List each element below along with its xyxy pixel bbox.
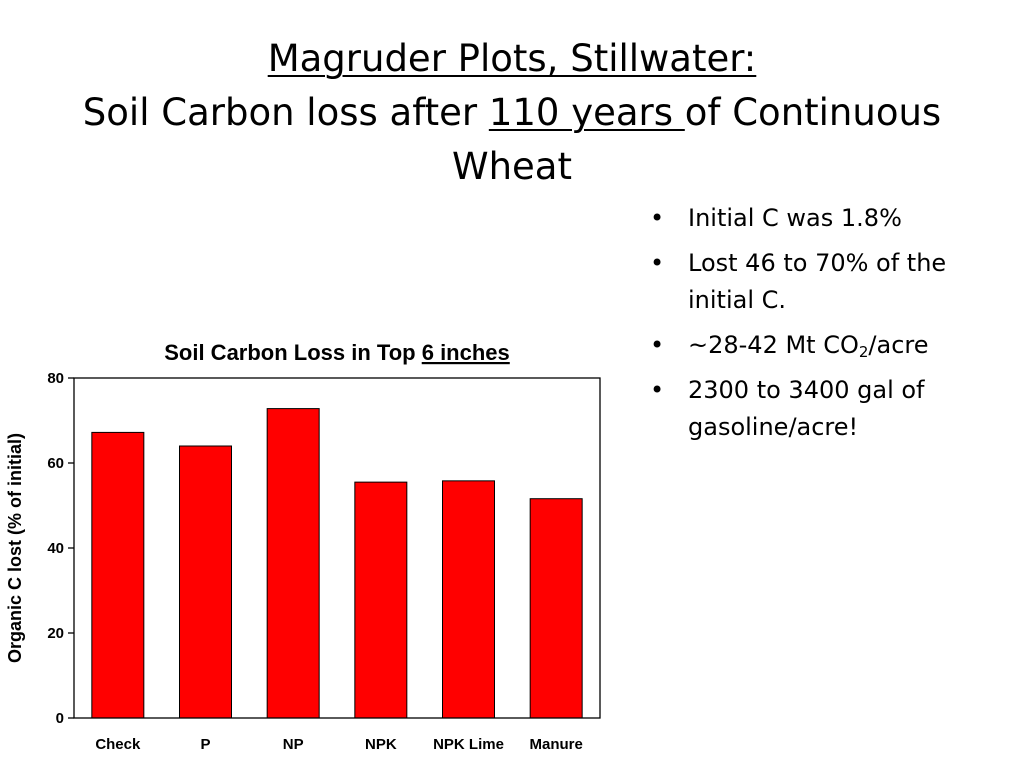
x-axis-labels: Check P NP NPK NPK Lime Manure: [95, 736, 583, 753]
slide-title: Magruder Plots, Stillwater: Soil Carbon …: [40, 32, 984, 194]
slide-title-line-2: Soil Carbon loss after 110 years of Cont…: [40, 86, 984, 140]
bullet-text-end: /acre: [868, 331, 929, 359]
y-tick-label: 0: [56, 710, 64, 727]
bullet-text: Initial C was 1.8%: [688, 204, 902, 232]
bullet-text: ~28-42 Mt CO: [688, 331, 859, 359]
slide-title-line-1: Magruder Plots, Stillwater:: [267, 37, 757, 80]
bullet-marker: •: [650, 331, 665, 359]
x-tick-label: NPK Lime: [433, 736, 504, 753]
x-tick-label: P: [200, 736, 210, 753]
y-tick-label: 80: [47, 370, 64, 387]
bullet-text: Lost 46 to 70% of the initial C.: [688, 249, 947, 314]
bullet-marker: •: [650, 204, 665, 232]
bar-npk: [354, 481, 408, 719]
bullet-item: • ~28-42 Mt CO2/acre: [648, 327, 988, 364]
bar-manure: [529, 498, 583, 719]
slide-title-line-3: Wheat: [452, 145, 572, 188]
bullet-item: • Initial C was 1.8%: [648, 200, 988, 237]
bullet-subscript: 2: [858, 343, 869, 361]
bullet-text: 2300 to 3400 gal of gasoline/acre!: [688, 376, 925, 441]
x-tick-label: Manure: [529, 736, 582, 753]
y-axis-ticks: 0 20 40 60 80: [47, 370, 74, 727]
bullet-marker: •: [650, 249, 665, 277]
bullet-item: • 2300 to 3400 gal of gasoline/acre!: [648, 372, 988, 446]
y-tick-label: 60: [47, 455, 64, 472]
chart-title-text: Soil Carbon Loss in Top: [164, 340, 421, 365]
x-tick-label: NPK: [365, 736, 397, 753]
bar-npk-lime: [442, 480, 495, 719]
slide-title-line-2-start: Soil Carbon loss after: [82, 91, 489, 134]
y-tick-label: 20: [47, 625, 64, 642]
bar-check: [91, 431, 145, 719]
slide-title-line-2-end: of Continuous: [684, 91, 942, 134]
chart-title: Soil Carbon Loss in Top 6 inches: [164, 340, 510, 365]
x-tick-label: Check: [95, 736, 141, 753]
plot-frame: [73, 377, 601, 719]
x-tick-label: NP: [283, 736, 304, 753]
bar-p: [179, 445, 232, 719]
bars-group: [91, 408, 583, 719]
y-tick-label: 40: [47, 540, 64, 557]
bar-np: [266, 408, 320, 719]
bullet-marker: •: [650, 376, 665, 404]
chart-title-underlined: 6 inches: [422, 340, 510, 365]
slide-title-years: 110 years: [488, 91, 685, 134]
bullet-item: • Lost 46 to 70% of the initial C.: [648, 245, 988, 319]
y-axis-label: Organic C lost (% of initial): [5, 433, 25, 663]
bullet-list: • Initial C was 1.8% • Lost 46 to 70% of t…: [648, 200, 988, 454]
